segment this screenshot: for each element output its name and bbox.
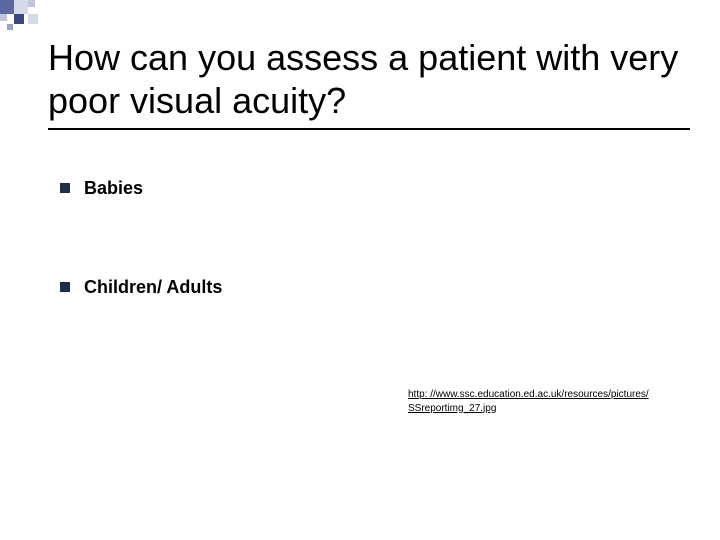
slide-title: How can you assess a patient with very p… — [48, 36, 690, 122]
title-block: How can you assess a patient with very p… — [48, 36, 690, 130]
title-rule — [48, 128, 690, 130]
deco-square — [0, 0, 14, 14]
deco-square — [0, 14, 7, 21]
deco-square — [28, 14, 38, 24]
citation-link[interactable]: http: //www.ssc.education.ed.ac.uk/resou… — [408, 388, 678, 415]
bullet-icon — [60, 282, 70, 292]
deco-square — [28, 0, 35, 7]
bullet-list: Babies Children/ Adults — [60, 178, 222, 376]
list-item: Babies — [60, 178, 222, 199]
deco-square — [14, 0, 28, 14]
bullet-label: Babies — [84, 178, 143, 199]
bullet-icon — [60, 183, 70, 193]
bullet-label: Children/ Adults — [84, 277, 222, 298]
citation-line1: http: //www.ssc.education.ed.ac.uk/resou… — [408, 389, 649, 400]
deco-square — [7, 24, 13, 30]
corner-decoration — [0, 0, 70, 35]
deco-square — [14, 14, 24, 24]
list-item: Children/ Adults — [60, 277, 222, 298]
citation-line2: SSreportimg_27.jpg — [408, 403, 496, 414]
